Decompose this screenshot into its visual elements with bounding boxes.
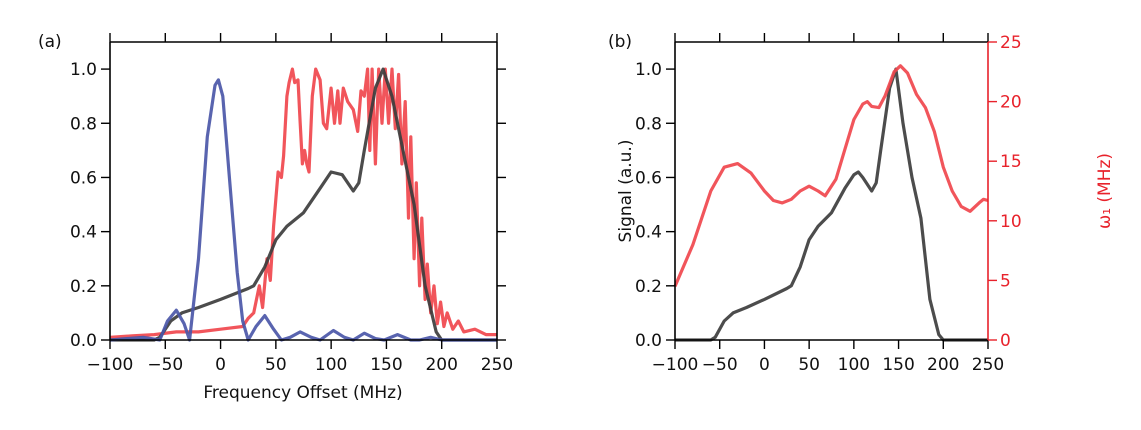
panel-label-b: (b) xyxy=(608,32,632,52)
y-tick-label: 0.2 xyxy=(70,277,97,297)
x-tick-label: 0 xyxy=(759,355,770,375)
y2-tick-label: 10 xyxy=(1000,212,1022,232)
panel-label-a: (a) xyxy=(38,32,62,52)
x-tick-label: 50 xyxy=(798,355,820,375)
x-tick-label: 100 xyxy=(838,355,870,375)
x-tick-label: −100 xyxy=(87,355,134,375)
y-tick-label: 0.6 xyxy=(70,168,97,188)
y2-tick-label: 5 xyxy=(1000,271,1011,291)
panel-b: (b) Signal (a.u.) ω₁ (MHz) −100 −50 0 50 100… xyxy=(608,32,1115,375)
x-tick-label: 100 xyxy=(315,355,347,375)
x-tick-label: 50 xyxy=(265,355,287,375)
y-tick-label: 0.6 xyxy=(635,168,662,188)
y-tick-label: 0.0 xyxy=(70,331,97,351)
x-axis-label-a: Frequency Offset (MHz) xyxy=(203,383,402,403)
y-tick-label: 0.2 xyxy=(635,277,662,297)
x-tick-label: 0 xyxy=(215,355,226,375)
y-tick-label: 0.8 xyxy=(635,114,662,134)
y2-tick-label: 15 xyxy=(1000,152,1022,172)
series-line-2 xyxy=(109,78,497,342)
series-line-0 xyxy=(109,67,497,339)
series-line-1 xyxy=(673,64,989,288)
y2-tick-label: 20 xyxy=(1000,93,1022,113)
y-tick-label: 1.0 xyxy=(635,60,662,80)
x-tick-label: −100 xyxy=(652,355,699,375)
x-tick-label: 200 xyxy=(425,355,457,375)
y2-tick-label: 25 xyxy=(1000,33,1022,53)
x-tick-label: −50 xyxy=(147,355,183,375)
y-tick-label: 0.4 xyxy=(70,223,97,243)
x-tick-label: 150 xyxy=(370,355,402,375)
x-tick-label: −50 xyxy=(702,355,738,375)
y2-axis-label-b: ω₁ (MHz) xyxy=(1095,153,1115,229)
series-line-1 xyxy=(110,67,497,342)
y-tick-label: 0.8 xyxy=(70,114,97,134)
x-tick-label: 200 xyxy=(927,355,959,375)
series-line-0 xyxy=(675,67,988,342)
y2-tick-label: 0 xyxy=(1000,331,1011,351)
y-axis-label-b: Signal (a.u.) xyxy=(616,140,636,243)
y-tick-label: 1.0 xyxy=(70,60,97,80)
y-tick-label: 0.0 xyxy=(635,331,662,351)
y-tick-label: 0.4 xyxy=(635,223,662,243)
panel-a: (a) Frequency Offset (MHz) −100 −50 0 50 100… xyxy=(38,32,513,403)
x-tick-label: 250 xyxy=(972,355,1004,375)
x-tick-label: 150 xyxy=(882,355,914,375)
x-tick-label: 250 xyxy=(481,355,513,375)
